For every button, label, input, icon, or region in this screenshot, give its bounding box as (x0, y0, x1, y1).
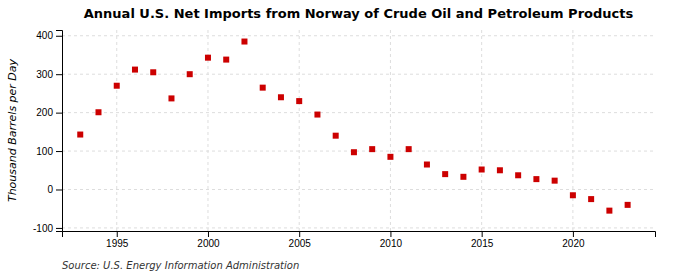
grid-line-x (116, 30, 117, 231)
tick-mark (208, 231, 209, 237)
tick-label: 400 (36, 30, 53, 41)
tick: 2015 (471, 231, 494, 249)
point (442, 171, 448, 177)
point (278, 94, 284, 100)
grid-line-y (62, 151, 655, 152)
point (260, 85, 266, 91)
point (132, 67, 138, 73)
annotation: Source: U.S. Energy Information Administ… (62, 260, 299, 271)
tick-label: 2015 (471, 238, 494, 249)
tick: 2000 (197, 231, 220, 249)
point (552, 178, 558, 184)
tick: 400 (36, 30, 62, 41)
tick: 300 (36, 69, 62, 80)
grid-line-x (390, 30, 391, 231)
tick-label: 200 (36, 107, 53, 118)
point (588, 196, 594, 202)
grid (62, 30, 655, 231)
tick-mark (56, 151, 62, 152)
axis-line (63, 232, 656, 238)
point (515, 172, 521, 178)
tick-mark (56, 189, 62, 190)
tick: 2020 (562, 231, 585, 249)
point (77, 132, 83, 138)
grid-line-y (62, 112, 655, 113)
point (296, 98, 302, 104)
title: Annual U.S. Net Imports from Norway of C… (84, 6, 634, 21)
grid-line-y (62, 227, 655, 228)
point (314, 112, 320, 118)
point (460, 174, 466, 180)
grid-line-x (299, 30, 300, 231)
point (387, 154, 393, 160)
point (406, 146, 412, 152)
tick-label: 2010 (380, 238, 403, 249)
tick-label: 2020 (562, 238, 585, 249)
x-axis: 1995 2000 2005 2010 2015 2020 (63, 231, 656, 249)
tick: -100 (33, 223, 62, 234)
point (114, 83, 120, 89)
tick-label: -100 (33, 223, 53, 234)
y-axis-label: Thousand Barrels per Day (6, 58, 19, 202)
point (205, 55, 211, 61)
tick-label: 300 (36, 69, 53, 80)
tick-mark (390, 231, 391, 237)
tick-label: 100 (36, 146, 53, 157)
point (497, 167, 503, 173)
point (533, 176, 539, 182)
tick-label: 2005 (289, 238, 312, 249)
point (95, 109, 101, 115)
point (187, 71, 193, 77)
tick-mark (299, 231, 300, 237)
tick: 1995 (106, 231, 129, 249)
grid-line-x (572, 30, 573, 231)
point (241, 39, 247, 45)
tick-mark (56, 74, 62, 75)
tick: 200 (36, 107, 62, 118)
point (223, 57, 229, 63)
point (479, 167, 485, 173)
tick-mark (573, 231, 574, 237)
tick-mark (56, 36, 62, 37)
point (424, 162, 430, 168)
tick-mark (56, 113, 62, 114)
tick: 100 (36, 146, 62, 157)
plot-area: 1995 2000 2005 2010 2015 2020 -100 0 100 200 300 40… (33, 30, 656, 249)
points (77, 39, 630, 214)
point (570, 192, 576, 198)
grid-line-y (62, 189, 655, 190)
tick-mark (117, 231, 118, 237)
point (606, 208, 612, 214)
tick: 0 (47, 184, 62, 195)
point (168, 95, 174, 101)
tick: 2005 (289, 231, 312, 249)
tick-label: 1995 (106, 238, 129, 249)
grid-line-y (62, 35, 655, 36)
point (150, 69, 156, 75)
tick: 2010 (380, 231, 403, 249)
y-axis: -100 0 100 200 300 400 (33, 30, 63, 233)
grid-line-x (481, 30, 482, 231)
point (625, 202, 631, 208)
tick-label: 2000 (197, 238, 220, 249)
point (369, 146, 375, 152)
chart: 1995 2000 2005 2010 2015 2020 -100 0 100 200 300 40… (0, 0, 675, 275)
point (351, 149, 357, 155)
axis-line (56, 31, 63, 232)
point (333, 133, 339, 139)
tick-mark (482, 231, 483, 237)
tick-mark (56, 228, 62, 229)
tick-label: 0 (47, 184, 53, 195)
